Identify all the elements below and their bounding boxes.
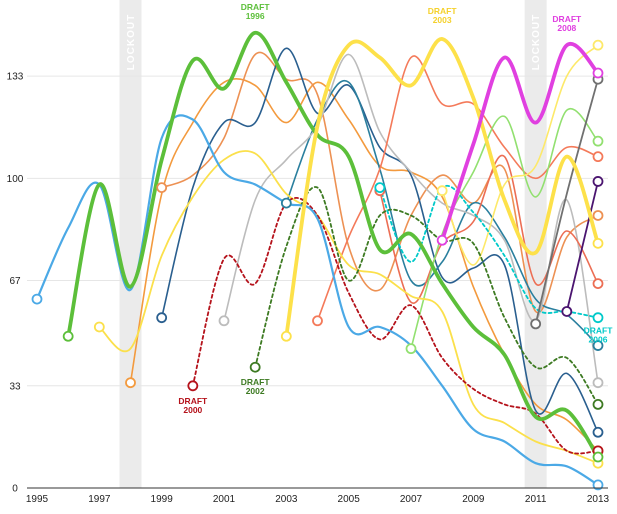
series-end-point	[592, 340, 604, 351]
series-end-point	[592, 278, 604, 290]
series-start-point	[280, 197, 292, 209]
series-line	[565, 180, 599, 313]
lockout-bands: LOCKOUT LOCKOUT	[119, 0, 547, 488]
series-start-point	[561, 306, 573, 317]
series-end-point	[592, 398, 604, 410]
series-end-point	[592, 479, 604, 491]
x-tick-label: 2009	[462, 494, 485, 505]
series-line	[440, 41, 600, 243]
series-end-point	[592, 377, 604, 389]
series-start-point	[187, 380, 199, 392]
series-line	[160, 47, 599, 434]
lockout-label: LOCKOUT	[531, 14, 542, 70]
series-annotation-label: DRAFT	[241, 377, 271, 387]
x-tick-label: 1999	[151, 494, 174, 505]
x-tick-label: 2013	[587, 494, 610, 505]
series-labels: DRAFT1996DRAFT2000DRAFT2002DRAFT2003DRAF…	[178, 2, 613, 415]
series-end-point	[592, 151, 604, 163]
series-annotation-label: DRAFT	[552, 14, 582, 24]
series-start-point	[405, 343, 417, 355]
y-tick-label: 133	[7, 72, 24, 83]
x-tick-label: 2011	[525, 494, 547, 505]
series-start-point	[280, 330, 292, 342]
series-end-point	[592, 135, 604, 147]
series-layer	[35, 30, 600, 486]
series-end-point	[592, 451, 604, 463]
series-end-point	[592, 67, 604, 79]
series-end-point	[592, 426, 604, 438]
series-end-point	[592, 210, 604, 221]
series-start-point	[125, 377, 136, 389]
y-tick-label: 100	[7, 174, 24, 185]
y-tick-label: 33	[9, 381, 21, 392]
series-start-point	[249, 361, 261, 373]
series-line	[534, 78, 599, 325]
x-tick-label: 2005	[338, 494, 361, 505]
x-tick-label: 1995	[26, 494, 49, 505]
series-annotation-label: 2006	[589, 335, 608, 345]
series-end-point	[592, 39, 604, 51]
lockout-band	[524, 0, 547, 488]
series-annotation-label: 2002	[246, 386, 265, 396]
series-start-point	[374, 182, 386, 194]
series-start-point	[31, 293, 43, 305]
series-line	[98, 150, 599, 465]
lockout-label: LOCKOUT	[126, 14, 137, 70]
series-annotation-label: 2008	[557, 23, 576, 33]
x-tick-label: 1997	[88, 494, 111, 505]
series-line	[316, 55, 599, 322]
series-start-point	[312, 315, 323, 327]
series-start-point	[93, 321, 105, 333]
lockout-band	[119, 0, 142, 488]
series-line	[378, 184, 599, 319]
x-tick-label: 2007	[400, 494, 423, 505]
series-start-point	[218, 315, 230, 327]
series-annotation-label: DRAFT	[241, 2, 271, 12]
data-points	[31, 39, 604, 491]
series-annotation-label: 1996	[246, 11, 265, 21]
series-end-point	[592, 176, 604, 187]
series-annotation-label: 2003	[433, 15, 452, 25]
x-tick-label: 2001	[213, 494, 236, 505]
series-line	[160, 51, 599, 314]
series-start-point	[156, 312, 168, 324]
y-tick-label: 0	[12, 484, 18, 495]
series-start-point	[436, 234, 448, 246]
series-annotation-label: DRAFT	[428, 6, 458, 16]
series-annotation-label: 2000	[183, 405, 202, 415]
series-end-point	[592, 312, 604, 324]
y-tick-label: 67	[9, 276, 21, 287]
series-start-point	[62, 330, 74, 342]
series-line	[191, 197, 599, 455]
series-start-point	[156, 182, 168, 194]
series-line	[441, 44, 599, 266]
series-end-point	[592, 237, 604, 249]
axes: 0 33 67 100 133 1995 1997 1999 2001 2003 2005 2007 2…	[7, 72, 610, 505]
series-annotation-label: DRAFT	[178, 396, 208, 406]
series-start-point	[530, 318, 542, 330]
series-line	[66, 30, 600, 459]
series-line	[379, 154, 599, 304]
x-tick-label: 2003	[275, 494, 298, 505]
series-line	[284, 37, 600, 339]
series-start-point	[436, 185, 448, 197]
series-annotation-label: DRAFT	[584, 326, 614, 336]
